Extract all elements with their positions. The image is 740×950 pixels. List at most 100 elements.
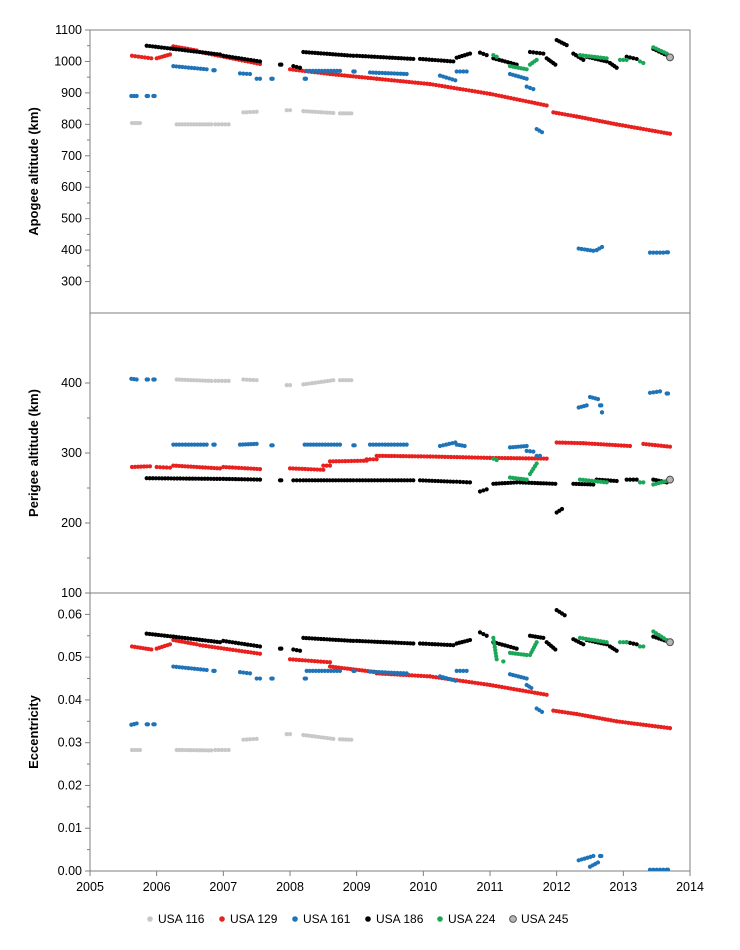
data-point — [377, 453, 382, 458]
data-point — [201, 442, 206, 447]
data-point — [627, 477, 633, 482]
data-point — [216, 122, 221, 127]
data-point — [247, 737, 253, 742]
series-usa-186 — [144, 608, 673, 653]
data-point — [527, 85, 533, 90]
data-point — [433, 642, 438, 647]
data-point — [189, 748, 194, 753]
data-point — [201, 667, 206, 672]
data-point — [398, 671, 403, 676]
data-point — [257, 467, 263, 472]
data-point — [390, 55, 395, 60]
data-point — [372, 478, 377, 483]
data-point — [212, 668, 217, 673]
data-point — [390, 478, 395, 483]
y-tick-label: 200 — [61, 516, 82, 530]
data-point — [303, 676, 309, 681]
data-point — [195, 66, 200, 71]
data-point — [318, 659, 323, 664]
data-point — [367, 669, 373, 674]
data-point — [189, 122, 194, 127]
data-point — [377, 442, 382, 447]
y-tick-label: 100 — [61, 586, 82, 600]
data-point — [287, 657, 293, 662]
data-point — [665, 391, 671, 396]
data-point — [352, 443, 357, 448]
data-point — [319, 668, 324, 673]
series-usa-245 — [666, 53, 674, 62]
data-point — [136, 54, 141, 59]
data-point — [436, 642, 441, 647]
data-point — [445, 642, 450, 647]
data-point — [332, 442, 337, 447]
data-point — [183, 65, 188, 70]
data-point — [217, 640, 223, 645]
data-point — [366, 54, 371, 59]
data-point — [442, 454, 448, 459]
data-point — [165, 476, 171, 481]
data-point — [290, 466, 296, 471]
data-point — [254, 477, 260, 482]
y-tick-label: 300 — [61, 446, 82, 460]
data-point — [226, 747, 231, 753]
data-point — [424, 454, 430, 459]
data-point — [433, 454, 439, 459]
data-point — [520, 480, 526, 485]
data-point — [147, 464, 153, 469]
data-point — [244, 670, 249, 676]
data-point — [634, 56, 639, 62]
data-point — [417, 56, 423, 62]
data-point — [321, 463, 326, 468]
data-point — [183, 442, 188, 447]
data-point — [186, 65, 191, 70]
data-point — [384, 640, 389, 645]
data-point — [180, 64, 185, 70]
data-point — [180, 747, 185, 753]
data-point — [624, 54, 629, 59]
data-point — [257, 59, 263, 64]
data-point — [307, 109, 312, 114]
data-point — [539, 130, 545, 135]
data-point — [171, 664, 176, 669]
data-point — [254, 441, 259, 446]
data-point — [520, 456, 525, 461]
data-point — [294, 64, 299, 70]
data-point — [539, 709, 545, 714]
data-point — [174, 442, 179, 447]
data-point — [236, 477, 241, 482]
data-point — [219, 747, 225, 753]
data-point — [457, 69, 463, 74]
data-point — [386, 670, 391, 675]
data-point — [300, 658, 305, 663]
data-point — [357, 478, 362, 483]
data-point — [337, 668, 343, 673]
data-point — [169, 476, 174, 481]
data-point — [213, 378, 218, 383]
data-point — [464, 668, 469, 673]
data-point — [404, 454, 409, 459]
data-point — [386, 442, 391, 447]
y-tick-label: 400 — [61, 243, 82, 257]
data-point — [544, 481, 549, 486]
data-point — [408, 56, 413, 61]
data-point — [396, 478, 401, 483]
data-point — [219, 122, 225, 127]
data-point — [291, 647, 296, 652]
legend-marker — [219, 916, 225, 922]
data-point — [200, 122, 205, 127]
data-point — [411, 641, 416, 646]
legend-item-usa-245: USA 245 — [509, 912, 569, 926]
data-point — [614, 65, 619, 70]
data-point — [227, 465, 232, 470]
data-point — [177, 665, 182, 670]
data-point — [408, 478, 413, 483]
data-point — [349, 111, 354, 116]
data-point — [466, 455, 472, 460]
data-point — [294, 67, 299, 73]
data-point — [375, 54, 380, 60]
data-point — [194, 122, 199, 127]
data-point — [302, 442, 307, 447]
data-point — [167, 465, 173, 470]
data-point — [305, 442, 310, 447]
data-point — [426, 641, 432, 647]
